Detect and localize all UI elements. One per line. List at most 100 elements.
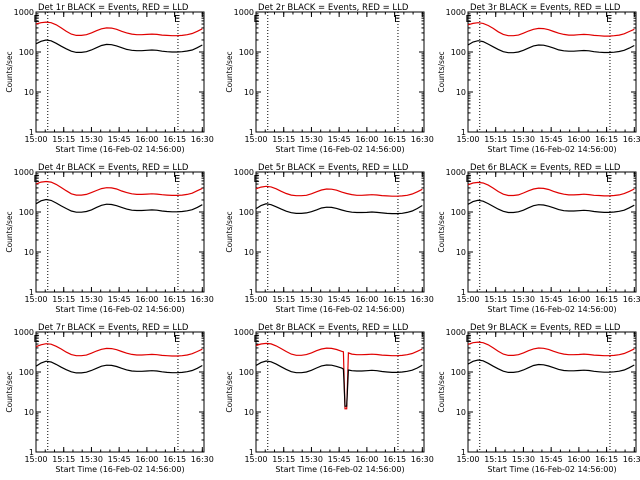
panel-title: Det 3r BLACK = Events, RED = LLD (470, 3, 621, 13)
x-tick-label: 15:45 (540, 135, 563, 144)
plot-frame (255, 11, 425, 133)
panel-6r: Det 6r BLACK = Events, RED = LLD 1 10 100 10… (437, 163, 640, 314)
series-line-lld (255, 185, 423, 197)
series-line-events (35, 39, 203, 53)
e-marker: E (253, 174, 259, 185)
x-tick-label: 16:00 (135, 455, 158, 464)
y-tick-label: 10 (244, 88, 254, 97)
x-tick-label: 15:30 (80, 295, 103, 304)
series-line-lld (467, 181, 635, 197)
x-tick-label: 15:45 (108, 135, 131, 144)
e-marker: E (253, 14, 259, 25)
y-tick-label: 100 (239, 368, 254, 377)
panel-1r: Det 1r BLACK = Events, RED = LLD 1 10 100 10… (5, 3, 214, 154)
panel-5r: Det 5r BLACK = Events, RED = LLD 1 10 100 10… (225, 163, 434, 314)
x-tick-label: 16:00 (135, 295, 158, 304)
x-tick-label: 16:30 (623, 295, 640, 304)
x-tick-label: 15:45 (540, 455, 563, 464)
panel-7r: Det 7r BLACK = Events, RED = LLD 1 10 100 10… (5, 323, 214, 474)
y-tick-label: 1000 (446, 168, 466, 177)
y-tick-label: 1000 (14, 168, 34, 177)
panel-2r: Det 2r BLACK = Events, RED = LLD 1 10 100 10… (225, 3, 434, 154)
panel-title: Det 5r BLACK = Events, RED = LLD (258, 163, 409, 173)
x-tick-label: 16:00 (355, 455, 378, 464)
x-tick-label: 15:00 (24, 135, 47, 144)
x-tick-label: 15:15 (272, 455, 295, 464)
x-tick-label: 15:00 (244, 455, 267, 464)
x-axis-label: Start Time (16-Feb-02 14:56:00) (487, 145, 616, 154)
y-tick-label: 1 (29, 448, 34, 457)
x-tick-label: 16:15 (383, 455, 406, 464)
x-axis-label: Start Time (16-Feb-02 14:56:00) (487, 465, 616, 474)
x-tick-label: 16:00 (567, 135, 590, 144)
series-line-events (467, 359, 635, 373)
plot-frame (35, 331, 205, 453)
y-tick-label: 1 (29, 128, 34, 137)
x-tick-label: 16:00 (355, 135, 378, 144)
x-tick-label: 16:30 (623, 135, 640, 144)
panel-9r: Det 9r BLACK = Events, RED = LLD 1 10 100 10… (437, 323, 640, 474)
series-line-events (35, 360, 203, 374)
plot-frame (255, 331, 425, 453)
x-tick-label: 15:30 (300, 455, 323, 464)
series-line-events (467, 199, 635, 214)
y-tick-label: 1 (249, 448, 254, 457)
e-marker: E (394, 174, 400, 185)
x-tick-label: 15:30 (300, 295, 323, 304)
x-tick-label: 15:15 (52, 455, 75, 464)
e-marker: E (394, 334, 400, 345)
e-marker: E (33, 334, 39, 345)
e-marker: E (606, 334, 612, 345)
y-tick-label: 100 (19, 368, 34, 377)
series-line-events (255, 203, 423, 215)
series-line-lld (467, 341, 635, 357)
y-tick-label: 1000 (446, 328, 466, 337)
y-axis-label: Counts/sec (437, 51, 446, 92)
x-tick-label: 15:45 (108, 455, 131, 464)
e-marker: E (174, 334, 180, 345)
e-marker: E (174, 174, 180, 185)
x-tick-label: 16:15 (163, 135, 186, 144)
e-marker: E (33, 174, 39, 185)
series-line-events (255, 360, 423, 407)
y-tick-label: 1000 (446, 8, 466, 17)
y-axis-label: Counts/sec (5, 51, 14, 92)
y-tick-label: 1 (29, 288, 34, 297)
panel-8r: Det 8r BLACK = Events, RED = LLD 1 10 100 10… (225, 323, 434, 474)
panel-title: Det 2r BLACK = Events, RED = LLD (258, 3, 409, 13)
y-tick-label: 100 (239, 48, 254, 57)
panel-3r: Det 3r BLACK = Events, RED = LLD 1 10 100 10… (437, 3, 640, 154)
panel-title: Det 4r BLACK = Events, RED = LLD (38, 163, 189, 173)
x-axis-label: Start Time (16-Feb-02 14:56:00) (275, 465, 404, 474)
plot-frame (467, 11, 637, 133)
series-line-lld (35, 21, 203, 37)
y-tick-label: 10 (24, 408, 34, 417)
x-tick-label: 15:30 (512, 295, 535, 304)
x-tick-label: 16:30 (191, 455, 214, 464)
series-line-lld (467, 22, 635, 37)
y-axis-label: Counts/sec (225, 211, 234, 252)
x-axis-label: Start Time (16-Feb-02 14:56:00) (55, 305, 184, 314)
y-tick-label: 100 (239, 208, 254, 217)
y-tick-label: 10 (24, 248, 34, 257)
x-tick-label: 16:15 (595, 135, 618, 144)
series-line-lld (35, 180, 203, 196)
y-tick-label: 1 (249, 128, 254, 137)
plot-frame (467, 331, 637, 453)
x-tick-label: 16:30 (191, 135, 214, 144)
e-marker: E (606, 174, 612, 185)
x-tick-label: 15:15 (272, 295, 295, 304)
x-tick-label: 15:30 (512, 455, 535, 464)
y-axis-label: Counts/sec (225, 51, 234, 92)
y-axis-label: Counts/sec (5, 371, 14, 412)
y-tick-label: 1000 (14, 328, 34, 337)
x-tick-label: 16:00 (135, 135, 158, 144)
x-tick-label: 16:30 (411, 295, 434, 304)
y-axis-label: Counts/sec (5, 211, 14, 252)
x-axis-label: Start Time (16-Feb-02 14:56:00) (275, 145, 404, 154)
x-tick-label: 15:15 (484, 455, 507, 464)
y-tick-label: 1 (461, 288, 466, 297)
y-tick-label: 10 (24, 88, 34, 97)
